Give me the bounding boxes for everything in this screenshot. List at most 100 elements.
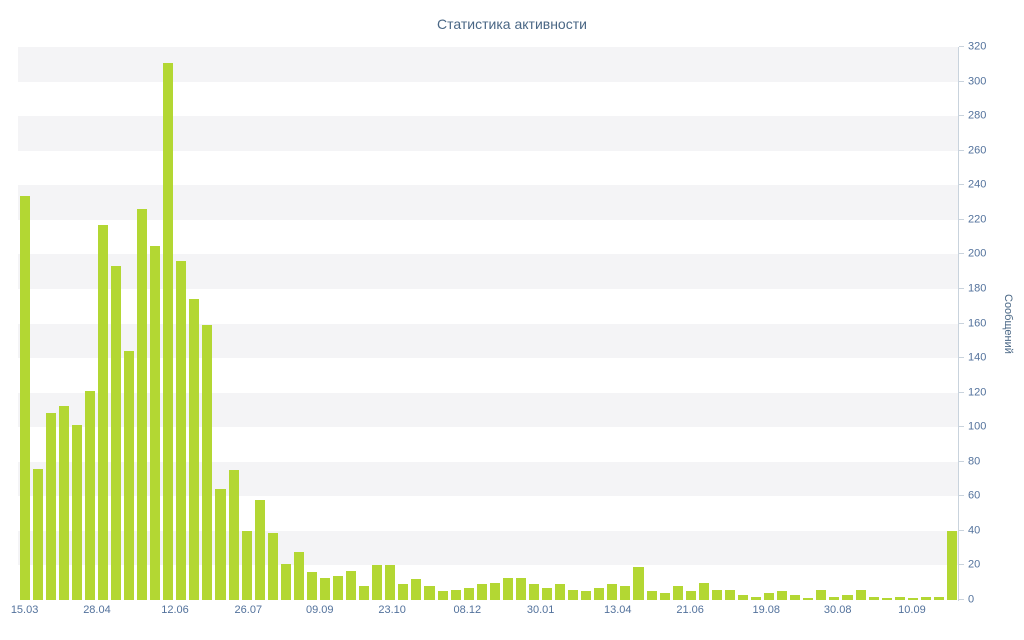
bar[interactable] (907, 598, 918, 600)
y-tick (959, 599, 964, 600)
bar[interactable] (672, 586, 683, 600)
bar[interactable] (32, 468, 43, 600)
bar[interactable] (372, 565, 383, 600)
bar[interactable] (777, 591, 788, 600)
bar[interactable] (685, 591, 696, 600)
plot-band (18, 47, 958, 82)
bar[interactable] (568, 589, 579, 600)
x-tick-label: 26.07 (234, 604, 263, 616)
bar[interactable] (842, 594, 853, 600)
bar[interactable] (84, 390, 95, 600)
plot-band (18, 323, 958, 359)
plot-band (18, 185, 958, 220)
bar[interactable] (803, 598, 814, 600)
bar[interactable] (868, 596, 879, 600)
y-tick-label: 80 (968, 455, 981, 468)
bar[interactable] (633, 567, 644, 600)
bar[interactable] (881, 598, 892, 600)
bar[interactable] (724, 589, 735, 600)
bar[interactable] (202, 325, 213, 600)
bar[interactable] (790, 594, 801, 600)
bar[interactable] (45, 413, 56, 600)
bar[interactable] (385, 565, 396, 600)
bar[interactable] (19, 195, 30, 600)
bar[interactable] (607, 584, 618, 600)
bar[interactable] (463, 587, 474, 600)
bar[interactable] (711, 589, 722, 600)
bar[interactable] (515, 577, 526, 600)
bar-series (18, 47, 958, 600)
bar[interactable] (306, 572, 317, 600)
bar[interactable] (920, 596, 931, 600)
bar[interactable] (228, 470, 239, 600)
plot-bands (18, 47, 958, 600)
bar[interactable] (254, 499, 265, 600)
bar[interactable] (698, 582, 709, 600)
bar[interactable] (855, 589, 866, 600)
y-axis-ticks (959, 46, 965, 600)
bar[interactable] (751, 596, 762, 600)
bar[interactable] (71, 425, 82, 600)
bar[interactable] (137, 209, 148, 600)
bar[interactable] (476, 584, 487, 600)
bar[interactable] (215, 489, 226, 600)
bar[interactable] (489, 582, 500, 600)
bar[interactable] (594, 587, 605, 600)
bar[interactable] (737, 594, 748, 600)
bar[interactable] (319, 577, 330, 600)
bar[interactable] (764, 593, 775, 600)
bar[interactable] (542, 587, 553, 600)
bar[interactable] (829, 596, 840, 600)
bar[interactable] (555, 584, 566, 600)
bar[interactable] (150, 245, 161, 600)
y-tick-label: 60 (968, 489, 981, 502)
x-tick-label: 09.09 (305, 604, 334, 616)
x-tick-label: 28.04 (83, 604, 111, 616)
y-tick-label: 300 (968, 75, 987, 88)
bar[interactable] (620, 586, 631, 600)
y-tick-label: 220 (968, 213, 987, 226)
bar[interactable] (58, 406, 69, 600)
bar[interactable] (124, 351, 135, 600)
bar[interactable] (411, 579, 422, 600)
bar[interactable] (163, 62, 174, 600)
bar[interactable] (646, 591, 657, 600)
plot-band (18, 392, 958, 428)
bar[interactable] (189, 299, 200, 600)
bar[interactable] (424, 586, 435, 600)
bar[interactable] (659, 593, 670, 600)
bar[interactable] (502, 577, 513, 600)
y-tick (959, 529, 964, 531)
bar[interactable] (894, 596, 905, 600)
plot-band (18, 254, 958, 289)
y-tick (959, 46, 964, 47)
x-tick-label: 12.06 (161, 604, 189, 616)
bar[interactable] (97, 225, 108, 600)
bar[interactable] (293, 551, 304, 600)
bar[interactable] (581, 591, 592, 600)
bar[interactable] (176, 261, 187, 600)
bar[interactable] (333, 575, 344, 600)
bar[interactable] (528, 584, 539, 600)
y-tick (959, 322, 964, 324)
x-axis-labels: 15.03 28.04 12.06 26.07 09.09 23.10 08.12 30.01… (11, 602, 958, 618)
bar[interactable] (241, 530, 252, 600)
y-tick-label: 120 (968, 386, 987, 399)
y-tick-label: 200 (968, 247, 987, 260)
plot-band (18, 461, 958, 497)
bar[interactable] (450, 589, 461, 600)
y-tick (959, 218, 964, 220)
bar[interactable] (359, 586, 370, 600)
bar[interactable] (267, 532, 278, 600)
y-tick (959, 357, 964, 359)
bar[interactable] (346, 570, 357, 600)
bar[interactable] (398, 584, 409, 600)
bar[interactable] (933, 596, 944, 600)
bar[interactable] (816, 589, 827, 600)
y-tick (959, 564, 964, 566)
bar[interactable] (946, 530, 957, 600)
bar[interactable] (437, 591, 448, 600)
bar[interactable] (110, 266, 121, 600)
plot-band (18, 530, 958, 566)
bar[interactable] (280, 563, 291, 600)
